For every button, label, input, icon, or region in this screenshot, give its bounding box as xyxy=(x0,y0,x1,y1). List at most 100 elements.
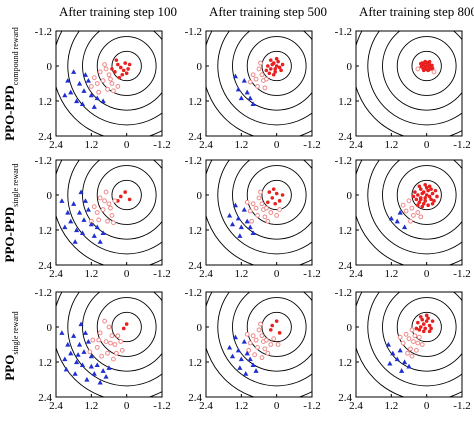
pink-point xyxy=(100,207,106,212)
y-tick-label: 0 xyxy=(47,61,53,73)
blue-triangle xyxy=(71,333,77,338)
target-circle xyxy=(232,292,312,372)
x-tick-label: -1.2 xyxy=(303,139,320,151)
target-circle xyxy=(382,292,462,372)
pink-point xyxy=(418,214,424,220)
y-tick-label: 1.2 xyxy=(38,96,52,108)
pink-point xyxy=(97,69,103,75)
pink-point xyxy=(105,218,110,224)
target-circle xyxy=(411,179,442,211)
x-tick-label: 2.4 xyxy=(199,139,213,151)
pink-point xyxy=(112,342,118,347)
blue-triangle xyxy=(68,350,74,356)
y-tick-label: 0 xyxy=(347,322,353,334)
scatter-panel-2: 2.4 1.2 0 -1.2 -1.2 0 1.2 2.4 xyxy=(185,26,321,151)
blue-triangle xyxy=(232,334,239,340)
pink-point xyxy=(397,334,403,340)
target-circle xyxy=(111,50,142,82)
x-tick-label: 1.2 xyxy=(84,139,98,151)
red-point xyxy=(421,322,426,326)
pink-point xyxy=(413,347,419,353)
pink-point xyxy=(249,218,255,224)
pink-point xyxy=(262,214,268,220)
row-label-ppo-ppd-compound: PPO-PPDcompound reward xyxy=(2,27,20,141)
pink-point xyxy=(94,210,100,215)
red-point xyxy=(423,182,427,187)
y-tick-label: 1.2 xyxy=(188,357,202,369)
pink-point xyxy=(259,201,265,207)
x-tick-label: -1.2 xyxy=(453,139,470,151)
pink-point xyxy=(415,340,421,346)
target-circle xyxy=(246,297,307,357)
x-tick-label: 0 xyxy=(424,268,430,280)
red-point xyxy=(418,314,423,319)
pink-point xyxy=(415,210,421,215)
red-point xyxy=(427,329,432,334)
blue-triangle xyxy=(91,104,97,109)
blue-triangle xyxy=(72,371,78,376)
x-tick-label: 1.2 xyxy=(234,268,248,280)
red-point xyxy=(124,71,129,76)
scatter-panel-1: 2.4 1.2 0 -1.2 -1.2 0 1.2 2.4 xyxy=(35,26,171,151)
pink-point xyxy=(244,331,250,337)
blue-triangle xyxy=(81,88,87,93)
red-point xyxy=(422,60,427,65)
blue-triangle xyxy=(100,368,106,373)
red-point xyxy=(427,323,432,328)
x-tick-label: 1.2 xyxy=(234,139,248,151)
blue-triangle xyxy=(59,198,65,203)
blue-triangle xyxy=(78,189,84,195)
red-point xyxy=(267,71,272,76)
pink-point xyxy=(411,339,416,344)
pink-point xyxy=(253,205,259,211)
pink-point xyxy=(415,66,421,72)
blue-triangle xyxy=(74,227,80,233)
pink-point xyxy=(109,213,115,218)
target-circle xyxy=(382,31,462,111)
pink-point xyxy=(259,355,265,361)
blue-triangle xyxy=(85,77,91,83)
y-tick-label: -1.2 xyxy=(185,26,202,38)
y-tick-label: -1.2 xyxy=(335,287,352,299)
col-title-step-800: After training step 800 xyxy=(359,4,474,19)
pink-point xyxy=(250,72,256,78)
pink-point xyxy=(94,345,100,350)
x-tick-label: 0 xyxy=(274,268,280,280)
col-title-step-500: After training step 500 xyxy=(209,4,327,19)
plot-area xyxy=(56,160,162,265)
blue-triangle xyxy=(241,206,247,212)
red-point xyxy=(430,201,435,206)
blue-triangle xyxy=(74,359,80,365)
plot-frame xyxy=(205,291,313,398)
x-tick-label: 0 xyxy=(124,139,130,151)
blue-triangle xyxy=(81,349,87,354)
y-tick-label: 2.4 xyxy=(188,131,202,143)
scatter-panel-3: 2.4 1.2 0 -1.2 -1.2 0 1.2 2.4 xyxy=(335,26,471,151)
x-tick-label: -1.2 xyxy=(153,268,170,280)
pink-point xyxy=(411,213,416,218)
blue-triangle xyxy=(388,215,394,221)
row-label-main: PPO-PPD xyxy=(2,207,17,263)
red-point xyxy=(418,325,423,329)
row-label-main: PPO-PPD xyxy=(2,85,17,141)
blue-triangle xyxy=(103,373,109,379)
red-point xyxy=(264,68,269,73)
blue-triangle xyxy=(385,341,391,347)
x-tick-label: 1.2 xyxy=(384,400,398,412)
red-point xyxy=(274,191,279,196)
blue-triangle xyxy=(238,224,244,230)
plot-frame xyxy=(55,291,163,398)
red-point xyxy=(117,75,122,80)
red-point xyxy=(123,190,127,194)
blue-triangle xyxy=(229,221,236,227)
pink-point xyxy=(252,352,257,358)
pink-point xyxy=(256,327,262,333)
red-point xyxy=(417,200,422,205)
blue-triangle xyxy=(79,362,86,367)
red-point xyxy=(430,191,435,196)
y-tick-label: -1.2 xyxy=(185,155,202,167)
red-point xyxy=(430,63,434,68)
pink-point xyxy=(265,218,271,224)
plot-area xyxy=(206,292,312,397)
blue-triangle xyxy=(250,101,256,106)
